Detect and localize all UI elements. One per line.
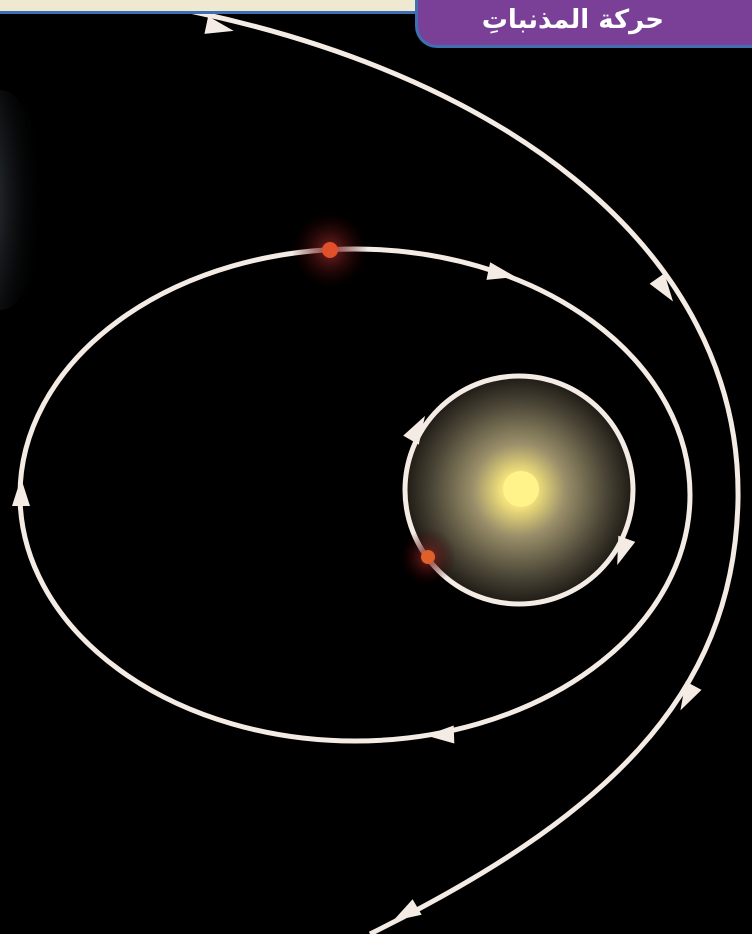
planet — [421, 550, 435, 564]
arrow — [680, 681, 702, 711]
arrow — [204, 16, 234, 34]
arrow — [12, 478, 30, 506]
sun — [503, 471, 539, 507]
planet — [322, 242, 338, 258]
arrow — [392, 899, 422, 921]
nebula — [0, 90, 45, 310]
arrow — [617, 535, 636, 566]
arrow — [426, 725, 455, 744]
comet-path — [129, 0, 741, 934]
title-banner: حركة المذنباتِ — [415, 0, 752, 48]
arrow — [403, 415, 425, 445]
arrows — [12, 16, 702, 921]
orbits — [17, 0, 741, 934]
inner-orbit — [402, 373, 636, 607]
arrow — [649, 273, 674, 302]
arrow — [486, 262, 516, 280]
top-strip — [0, 0, 415, 14]
